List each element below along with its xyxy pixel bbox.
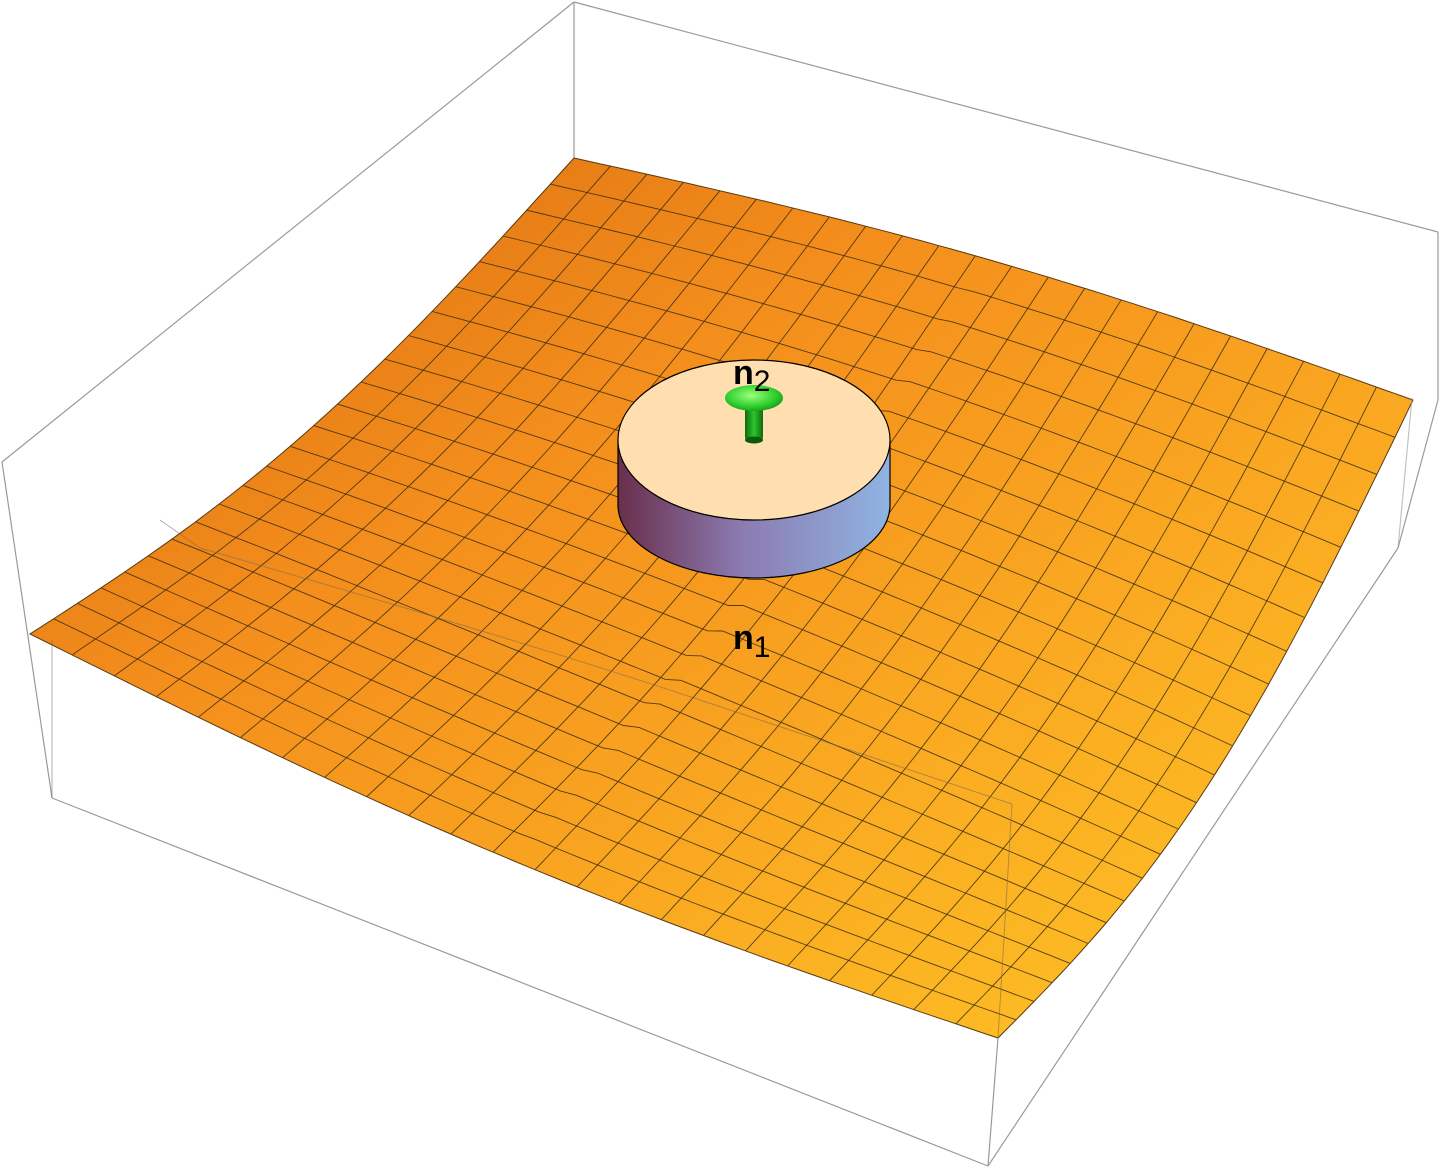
grid-line-u <box>282 207 794 759</box>
grid-line-v <box>479 261 1341 548</box>
grid-line-v <box>550 183 1396 438</box>
grid-line-v <box>195 521 1125 902</box>
surface-label-n1: n1 <box>733 619 770 664</box>
disk-label-n2: n2 <box>733 354 770 398</box>
grid-line-v <box>455 286 1323 584</box>
grid-line-u <box>745 323 1195 952</box>
grid-line-u <box>534 266 1013 871</box>
grid-line-v <box>148 555 1089 944</box>
grid-line-v <box>77 602 1035 1002</box>
grid-line-u <box>324 216 830 778</box>
grid-line-u <box>576 276 1049 888</box>
grid-line-v <box>100 587 1053 984</box>
grid-line-v <box>171 538 1107 924</box>
grid-line-v <box>219 503 1143 879</box>
surface-label-base: n <box>733 619 754 657</box>
grid-line-u <box>156 182 684 698</box>
svg-text:n2: n2 <box>733 354 770 398</box>
grid-line-u <box>71 165 611 656</box>
grid-line-v <box>502 235 1360 512</box>
disk-label-subscript: 2 <box>754 365 771 398</box>
grid-line-u <box>871 361 1304 996</box>
svg-text:n1: n1 <box>733 619 770 664</box>
grid-line-v <box>290 445 1197 804</box>
grid-line-u <box>240 198 757 738</box>
wavy-surface <box>28 157 1414 1039</box>
bounding-box-front-edges <box>1 397 1439 1167</box>
grid-line-u <box>450 245 940 835</box>
grid-line-v <box>242 484 1161 855</box>
grid-line-u <box>913 373 1341 1010</box>
grid-line-u <box>787 335 1231 967</box>
disk-label-base: n <box>733 354 754 392</box>
normal-vector-arrow-icon <box>725 385 783 444</box>
grid-line-u <box>113 173 648 677</box>
surface-grid <box>53 165 1396 1025</box>
grid-line-v <box>266 465 1179 830</box>
bounding-box-hidden-edges <box>51 519 1013 1039</box>
grid-line-u <box>408 235 903 816</box>
grid-line-v <box>53 618 1017 1021</box>
surface-label-subscript: 1 <box>754 631 771 664</box>
grid-line-u <box>660 299 1122 921</box>
grid-line-u <box>703 311 1159 936</box>
grid-line-u <box>829 348 1268 982</box>
grid-line-u <box>492 255 976 853</box>
grid-line-v <box>526 209 1378 475</box>
grid-line-v <box>313 425 1215 776</box>
grid-line-u <box>618 288 1086 904</box>
bounding-box-back-edges <box>1 1 1439 463</box>
grid-line-u <box>198 190 721 718</box>
grid-line-u <box>955 386 1377 1025</box>
grid-line-v <box>124 571 1071 964</box>
grid-line-u <box>366 225 867 798</box>
